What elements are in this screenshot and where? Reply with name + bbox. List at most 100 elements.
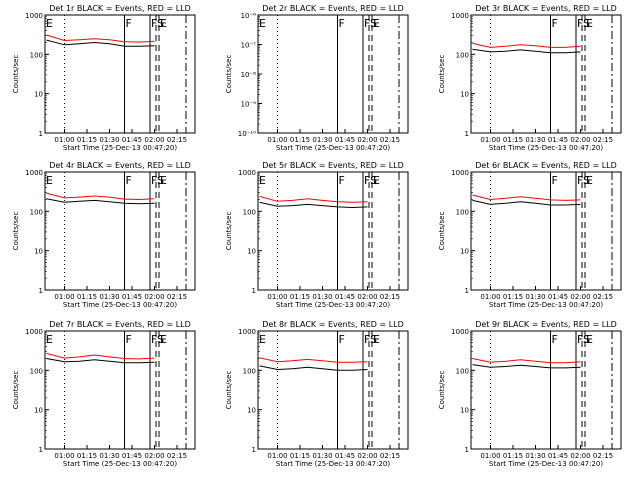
- x-tick-label: 02:00: [570, 452, 590, 460]
- detector-panel: Det 8r BLACK = Events, RED = LLD 1 10 100 10…: [225, 320, 409, 468]
- y-axis-label: Counts/sec: [225, 55, 233, 94]
- panel-title: Det 6r BLACK = Events, RED = LLD: [475, 161, 617, 170]
- segment-marker-label: F: [577, 17, 583, 30]
- segment-marker-label: E: [160, 174, 167, 187]
- x-tick-label: 01:30: [312, 452, 332, 460]
- segment-marker-label: S: [370, 333, 377, 346]
- x-tick-label: 01:30: [312, 136, 332, 144]
- x-tick-label: 02:00: [144, 136, 164, 144]
- segment-marker-label: E: [373, 17, 380, 30]
- segment-marker-label: F: [552, 17, 558, 30]
- y-tick-label: 10⁻¹⁰: [238, 130, 256, 138]
- events-series-line: [472, 364, 581, 369]
- x-tick-label: 01:00: [480, 293, 500, 301]
- y-tick-label: 1: [252, 287, 256, 295]
- x-tick-label: 02:15: [167, 452, 187, 460]
- x-tick-label: 02:00: [144, 293, 164, 301]
- y-axis-label: Counts/sec: [225, 212, 233, 251]
- y-tick-label: 10: [247, 407, 256, 415]
- x-axis-label: Start Time (25-Dec-13 00:47:20): [489, 460, 603, 468]
- x-tick-label: 01:15: [503, 452, 523, 460]
- events-series-line: [259, 201, 368, 209]
- y-tick-label: 1: [39, 287, 43, 295]
- y-tick-label: 10⁻⁶: [241, 12, 257, 20]
- panel-title: Det 8r BLACK = Events, RED = LLD: [262, 320, 404, 329]
- detector-panel: Det 6r BLACK = Events, RED = LLD 1 10 100 10…: [438, 161, 622, 309]
- segment-marker-label: E: [259, 17, 266, 30]
- x-axis-label: Start Time (25-Dec-13 00:47:20): [63, 144, 177, 152]
- detector-panel: Det 2r BLACK = Events, RED = LLD 10⁻¹⁰ 10⁻…: [225, 4, 409, 152]
- plot-frame: [44, 14, 196, 134]
- x-tick-label: 01:45: [122, 452, 142, 460]
- x-tick-label: 01:15: [290, 136, 310, 144]
- y-tick-label: 100: [243, 208, 256, 216]
- y-axis-label: Counts/sec: [12, 371, 20, 410]
- plot-frame: [257, 330, 409, 450]
- segment-marker-label: E: [373, 174, 380, 187]
- x-tick-label: 02:00: [357, 136, 377, 144]
- y-tick-label: 10⁻⁸: [241, 71, 257, 79]
- y-tick-label: 1000: [451, 328, 469, 336]
- segment-marker-label: E: [586, 17, 593, 30]
- x-tick-label: 02:15: [593, 452, 613, 460]
- segment-marker-label: F: [339, 333, 345, 346]
- segment-marker-label: F: [126, 17, 132, 30]
- panel-title: Det 5r BLACK = Events, RED = LLD: [262, 161, 404, 170]
- segment-marker-label: E: [160, 17, 167, 30]
- x-tick-label: 01:30: [312, 293, 332, 301]
- segment-marker-label: F: [151, 17, 157, 30]
- segment-marker-label: F: [577, 174, 583, 187]
- detector-panel: Det 3r BLACK = Events, RED = LLD 1 10 100 10…: [438, 4, 622, 152]
- segment-marker-label: S: [583, 17, 590, 30]
- x-axis-label: Start Time (25-Dec-13 00:47:20): [489, 301, 603, 309]
- y-axis-label: Counts/sec: [12, 212, 20, 251]
- lld-series-line: [472, 358, 581, 364]
- panel-title: Det 1r BLACK = Events, RED = LLD: [49, 4, 191, 13]
- y-tick-label: 10: [460, 248, 469, 256]
- x-tick-label: 01:00: [267, 136, 287, 144]
- x-tick-label: 01:00: [54, 136, 74, 144]
- segment-marker-label: S: [157, 333, 164, 346]
- detector-panel: Det 1r BLACK = Events, RED = LLD 1 10 100 10…: [12, 4, 196, 152]
- y-tick-label: 1: [465, 130, 469, 138]
- segment-marker-label: E: [373, 333, 380, 346]
- detector-panel: Det 4r BLACK = Events, RED = LLD 1 10 100 10…: [12, 161, 196, 309]
- segment-marker-label: E: [46, 174, 53, 187]
- x-tick-label: 01:45: [335, 293, 355, 301]
- y-tick-label: 1: [252, 446, 256, 454]
- x-axis-label: Start Time (25-Dec-13 00:47:20): [276, 144, 390, 152]
- x-tick-label: 01:00: [54, 293, 74, 301]
- x-tick-label: 02:15: [167, 293, 187, 301]
- x-tick-label: 01:30: [525, 452, 545, 460]
- lld-series-line: [46, 192, 155, 201]
- y-tick-label: 10: [247, 248, 256, 256]
- y-axis-label: Counts/sec: [225, 371, 233, 410]
- y-tick-label: 100: [456, 208, 469, 216]
- panel-title: Det 4r BLACK = Events, RED = LLD: [49, 161, 191, 170]
- x-tick-label: 01:00: [267, 293, 287, 301]
- segment-marker-label: F: [364, 17, 370, 30]
- x-tick-label: 02:15: [380, 452, 400, 460]
- y-tick-label: 100: [30, 51, 43, 59]
- y-tick-label: 1: [39, 130, 43, 138]
- plot-frame: [470, 171, 622, 291]
- x-tick-label: 01:00: [480, 452, 500, 460]
- lld-series-line: [472, 194, 581, 201]
- x-axis-label: Start Time (25-Dec-13 00:47:20): [489, 144, 603, 152]
- y-tick-label: 1: [465, 446, 469, 454]
- segment-marker-label: F: [577, 333, 583, 346]
- x-tick-label: 01:45: [548, 293, 568, 301]
- y-tick-label: 1000: [451, 169, 469, 177]
- y-axis-label: Counts/sec: [438, 371, 446, 410]
- x-tick-label: 01:00: [480, 136, 500, 144]
- plot-frame: [44, 330, 196, 450]
- panel-title: Det 2r BLACK = Events, RED = LLD: [262, 4, 404, 13]
- x-tick-label: 01:30: [99, 293, 119, 301]
- y-tick-label: 100: [243, 367, 256, 375]
- plot-frame: [470, 14, 622, 134]
- segment-marker-label: E: [586, 174, 593, 187]
- segment-marker-label: S: [157, 174, 164, 187]
- x-tick-label: 02:00: [570, 293, 590, 301]
- segment-marker-label: S: [370, 17, 377, 30]
- x-tick-label: 02:00: [357, 293, 377, 301]
